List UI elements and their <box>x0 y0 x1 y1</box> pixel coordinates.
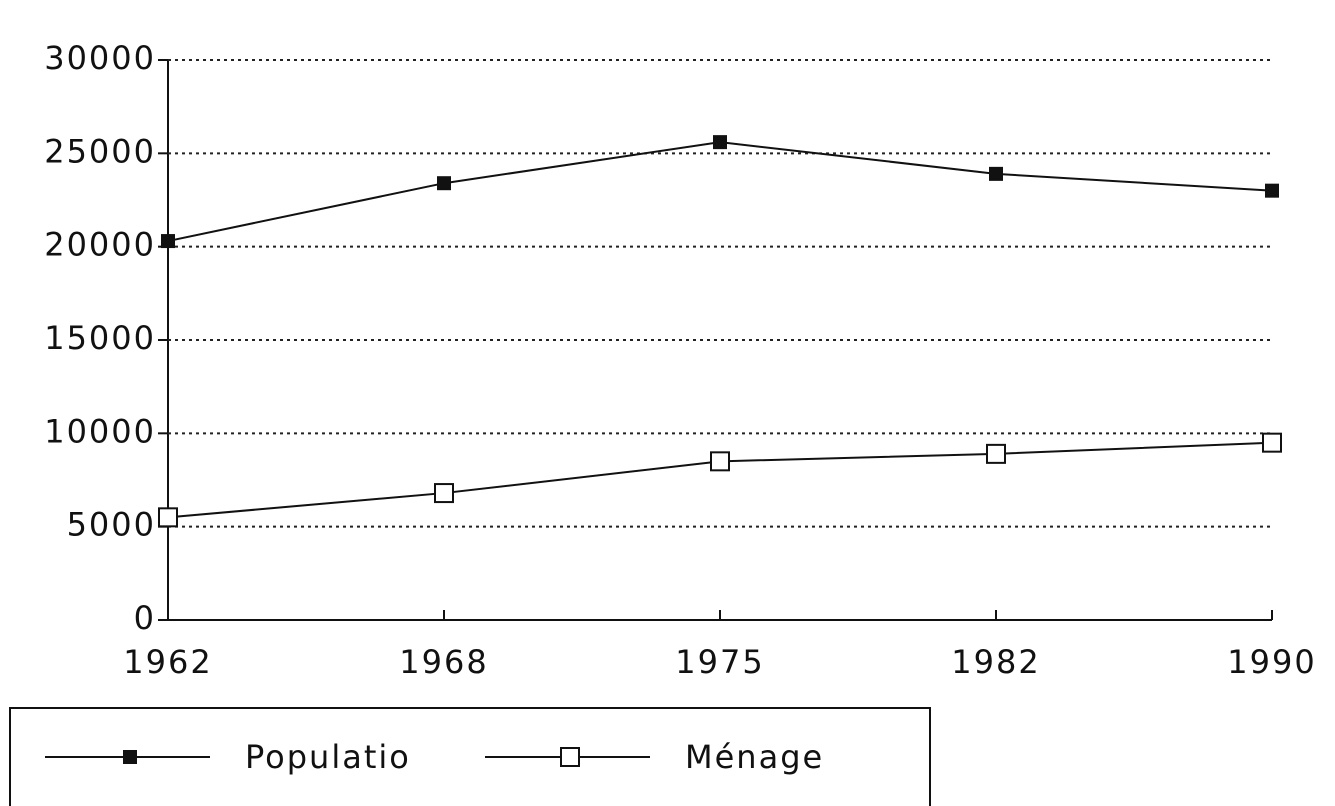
legend-box <box>9 707 931 806</box>
x-tick-label: 1990 <box>1227 643 1316 681</box>
data-point <box>161 234 175 249</box>
y-tick-label: 20000 <box>44 226 156 264</box>
legend-label: Populatio <box>245 738 411 776</box>
x-tick-label: 1968 <box>399 643 488 681</box>
data-point <box>986 443 1006 464</box>
y-tick-label: 0 <box>134 599 156 637</box>
legend-label: Ménage <box>685 738 824 776</box>
data-point <box>1262 432 1282 453</box>
data-point <box>434 483 454 504</box>
data-point <box>158 507 178 528</box>
data-point <box>710 451 730 472</box>
x-tick-label: 1975 <box>675 643 764 681</box>
series-line <box>167 141 1273 243</box>
y-tick-label: 30000 <box>44 39 156 77</box>
y-tick-label: 10000 <box>44 412 156 450</box>
data-point <box>1265 183 1279 198</box>
data-point <box>713 135 727 150</box>
legend-marker <box>123 750 137 764</box>
data-point <box>437 176 451 191</box>
y-tick-label: 15000 <box>44 319 156 357</box>
y-tick-label: 25000 <box>44 132 156 170</box>
data-point <box>989 166 1003 181</box>
x-tick-label: 1982 <box>951 643 1040 681</box>
x-tick-label: 1962 <box>123 643 212 681</box>
y-tick-label: 5000 <box>67 506 156 544</box>
legend-marker <box>560 747 580 767</box>
